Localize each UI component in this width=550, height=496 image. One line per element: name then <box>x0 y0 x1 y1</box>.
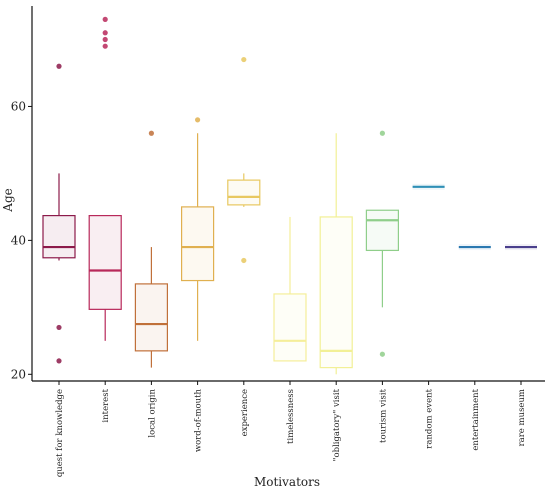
x-tick-label: word-of-mouth <box>194 388 204 452</box>
y-tick-label: 20 <box>11 367 26 381</box>
outlier-point <box>102 43 108 49</box>
x-tick-label: rare museum <box>517 389 527 446</box>
x-axis-title: Motivators <box>254 475 320 489</box>
box-iqr <box>273 293 307 362</box>
box-iqr <box>227 179 261 206</box>
x-tick-label: tourism visit <box>378 388 388 443</box>
outlier-point <box>56 358 62 364</box>
box-iqr <box>365 209 399 252</box>
y-tick-label: 40 <box>11 233 26 247</box>
outlier-point <box>195 117 201 123</box>
box-iqr <box>42 214 76 259</box>
outlier-point <box>241 257 247 264</box>
y-axis-title: Age <box>1 188 15 212</box>
x-tick-label: quest for knowledge <box>55 389 65 477</box>
outlier-point <box>379 130 385 136</box>
x-tick-label: random event <box>425 388 435 448</box>
box-iqr <box>88 214 122 310</box>
box-iqr <box>134 283 168 352</box>
x-tick-label: experience <box>240 389 250 436</box>
box-iqr <box>181 206 215 282</box>
x-tick-label: timelessness <box>286 389 296 444</box>
x-tick-label: entertainment <box>471 388 481 450</box>
outlier-point <box>102 36 108 43</box>
outlier-point <box>241 56 247 63</box>
outlier-point <box>56 324 62 331</box>
outlier-point <box>56 63 62 69</box>
plot-area: 20 40 60 quest for knowledge interest local o… <box>11 6 545 477</box>
outlier-point <box>102 30 108 36</box>
x-tick-label: "obligatory" visit <box>332 388 342 461</box>
x-tick-label: local origin <box>147 388 157 437</box>
outlier-point <box>148 130 154 136</box>
outlier-point <box>102 16 108 22</box>
box-iqr <box>319 216 353 369</box>
x-tick-label: interest <box>101 388 111 422</box>
outlier-point <box>379 351 385 357</box>
y-tick-label: 60 <box>11 99 26 113</box>
